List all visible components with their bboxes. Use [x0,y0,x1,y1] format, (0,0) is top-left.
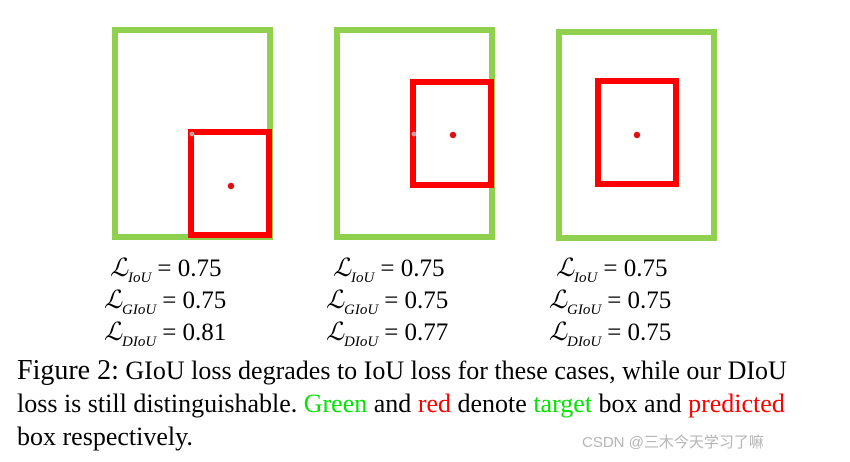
caption-text: GIoU loss degrades to IoU loss for these… [17,356,787,418]
caption-text: box and [592,389,689,418]
target-center-dot [411,131,417,137]
target-center-dot [189,131,195,137]
caption-text: denote [451,389,534,418]
metric-giou-case-2: ℒGIoU = 0.75 [326,285,448,318]
predicted-box [188,129,272,238]
predicted-center-dot [449,131,457,139]
caption-red-word: red [417,389,452,418]
caption-green-word: Green [303,389,368,418]
target-box [556,29,717,241]
case-3 [556,29,717,241]
predicted-center-dot [633,131,641,139]
caption-target-word: target [533,389,593,418]
metric-diou-case-3: ℒDIoU = 0.75 [549,317,671,350]
metric-diou-case-2: ℒDIoU = 0.77 [326,317,448,350]
figure-label: Figure 2: [17,355,119,386]
watermark: CSDN @三木今天学习了嘛 [582,434,764,451]
metric-iou-case-1: ℒIoU = 0.75 [110,253,221,286]
figure-caption: Figure 2: GIoU loss degrades to IoU loss… [17,354,827,453]
metric-giou-case-3: ℒGIoU = 0.75 [549,285,671,318]
case-1 [112,27,273,240]
metric-diou-case-1: ℒDIoU = 0.81 [104,317,226,350]
metric-giou-case-1: ℒGIoU = 0.75 [104,285,226,318]
caption-text: and [367,389,418,418]
caption-predicted-word: predicted [688,389,785,418]
predicted-box [595,78,679,187]
metric-iou-case-2: ℒIoU = 0.75 [333,253,444,286]
metric-iou-case-3: ℒIoU = 0.75 [556,253,667,286]
caption-text: box respectively. [17,422,193,451]
predicted-center-dot [227,182,235,190]
case-2 [334,27,495,240]
